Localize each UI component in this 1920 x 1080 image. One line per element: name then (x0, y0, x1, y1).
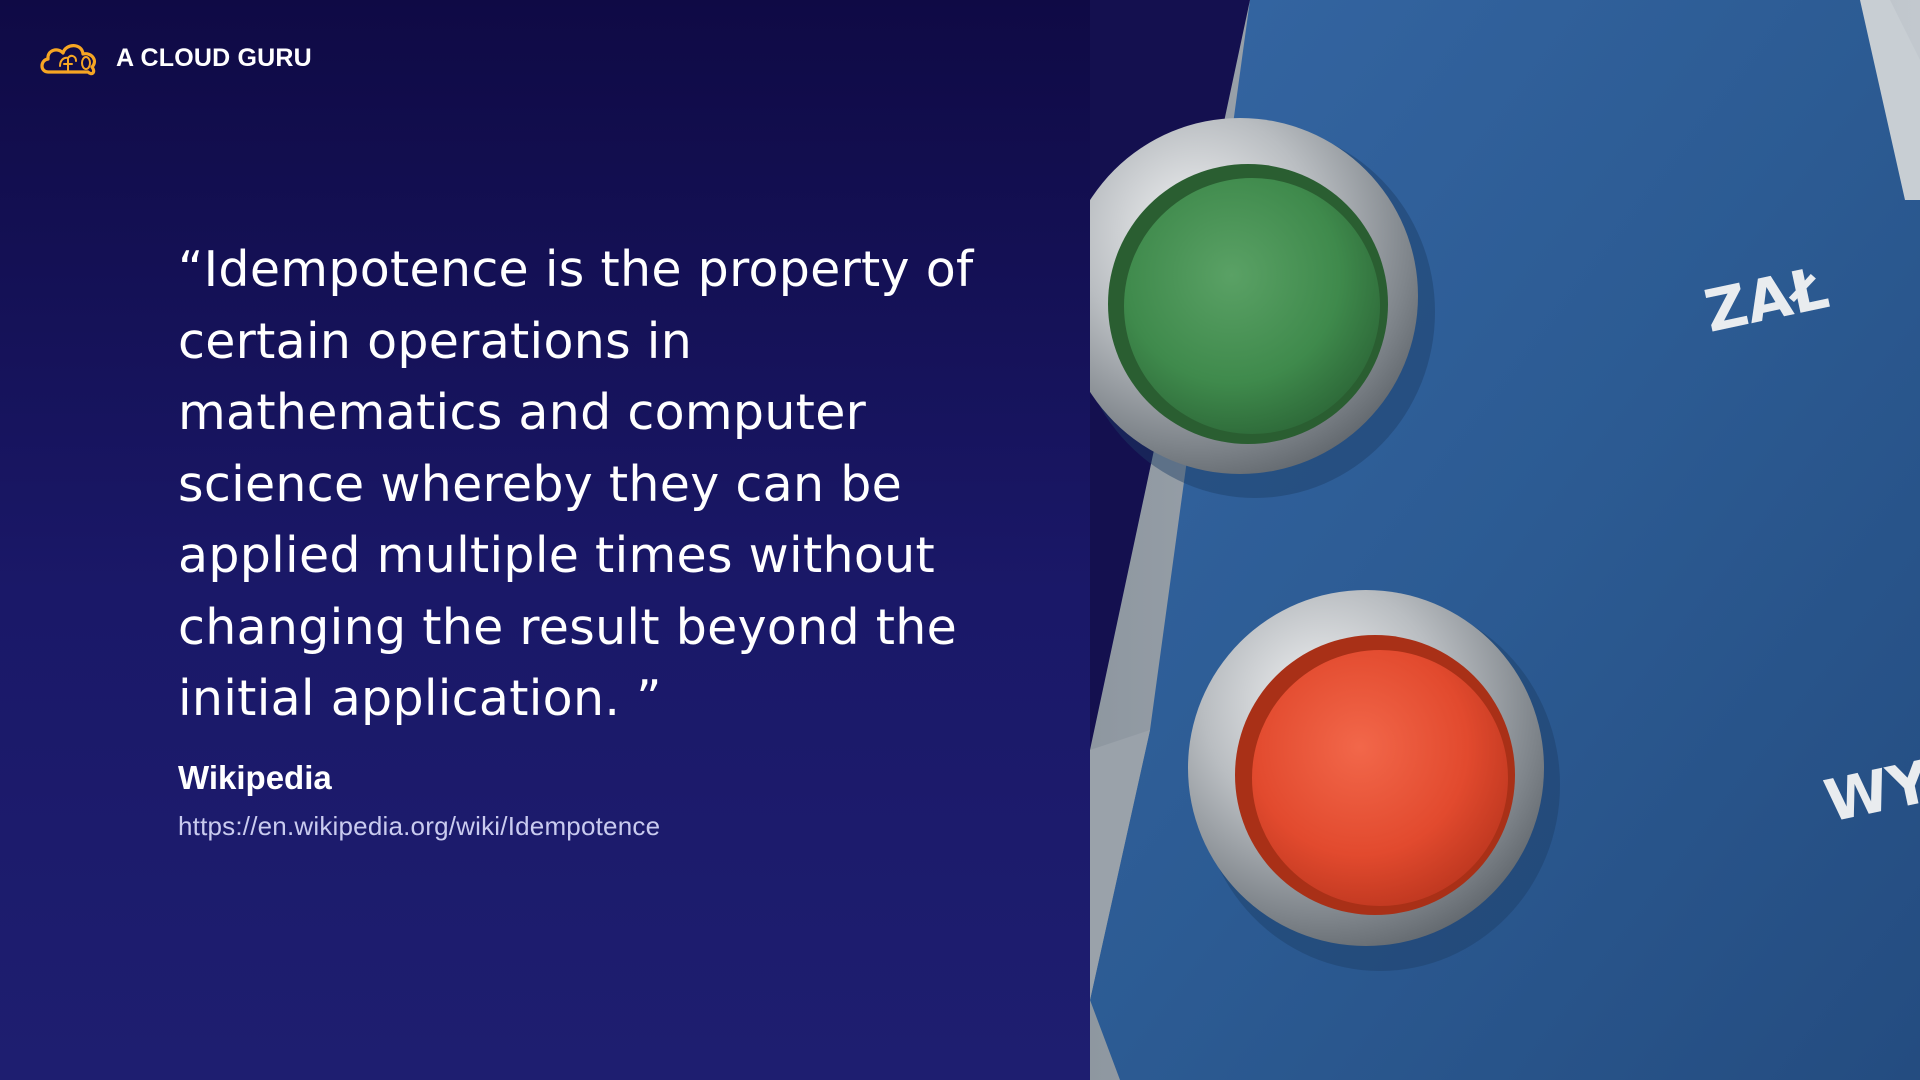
cloud-logo-icon (40, 44, 96, 76)
quote-line: initial application. ” (178, 670, 662, 727)
quote-line: certain operations in (178, 312, 693, 370)
quote-line: applied multiple times without (178, 527, 935, 584)
brand-name: A CLOUD GURU (116, 43, 312, 72)
quote-line: changing the result beyond the (178, 598, 958, 656)
push-buttons-photo: ZAŁ WY (1090, 0, 1920, 1080)
quote-block: “Idempotence is the property of certain … (178, 234, 1038, 842)
photo-panel: ZAŁ WY (1090, 0, 1920, 1080)
brand-logo: A CLOUD GURU (38, 36, 312, 80)
quote-line: science whereby they can be (178, 455, 903, 513)
quote-source-url[interactable]: https://en.wikipedia.org/wiki/Idempotenc… (178, 810, 661, 841)
quote-line: mathematics and computer (178, 384, 867, 441)
quote-text: “Idempotence is the property of certain … (178, 234, 1038, 735)
quote-line: “Idempotence is the property of (178, 241, 974, 298)
quote-source-name: Wikipedia (178, 758, 332, 796)
